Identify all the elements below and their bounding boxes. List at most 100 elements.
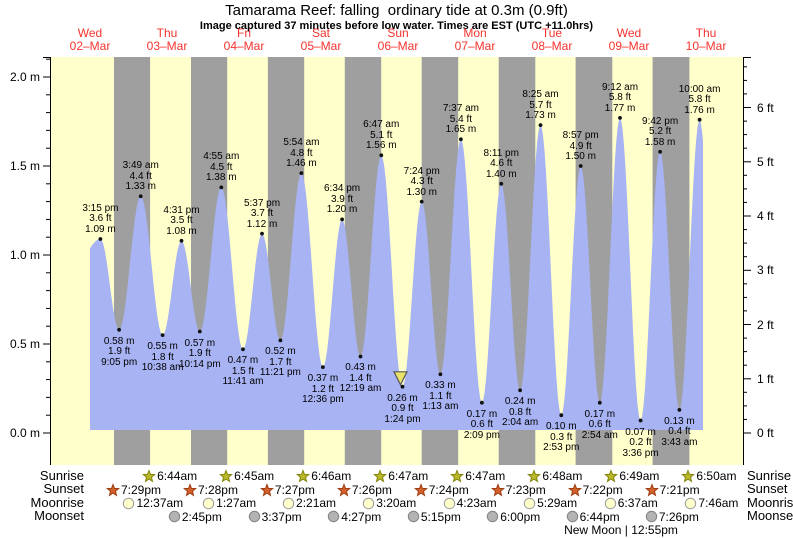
sunset-row-header-right: Sunset [747, 481, 788, 496]
sunset-star [182, 482, 197, 497]
sunrise-time: 6:45am [234, 469, 275, 483]
day-date: 09–Mar [608, 39, 650, 53]
y-axis-label-ft: 6 ft [757, 100, 774, 115]
sunrise-time: 6:47am [465, 469, 506, 483]
sunrise-event: 6:45am [219, 469, 274, 483]
tide-low-label: 0.10 m 0.3 ft 2:53 pm [543, 421, 580, 454]
day-header: Mon 07–Mar [437, 27, 513, 53]
sunrise-row-header-left: Sunrise [39, 468, 84, 483]
moonset-time: 6:44pm [579, 509, 620, 524]
tide-low-label: 0.17 m 0.6 ft 2:54 am [581, 408, 618, 441]
sunset-event: 7:22pm [567, 482, 623, 497]
sunrise-star [604, 469, 619, 483]
moonset-event: 5:15pm [407, 510, 461, 524]
moonset-time: 5:15pm [420, 509, 461, 524]
day-header: Thu 10–Mar [668, 27, 744, 53]
sunset-time: 7:23pm [505, 482, 546, 497]
moonset-circle [168, 510, 181, 523]
moonrise-circle [604, 497, 616, 509]
moonset-time: 7:26pm [658, 509, 699, 524]
day-header: Fri 04–Mar [206, 27, 282, 53]
moonrise-event: 12:37am [122, 496, 183, 510]
sunset-star [644, 482, 659, 497]
moonrise-circle [362, 497, 375, 509]
tide-low-label: 0.57 m 1.9 ft 10:14 pm [178, 337, 221, 370]
tide-high-label: 7:24 pm 4.3 ft 1.30 m [403, 165, 440, 198]
y-axis-label-m: 1.0 m [9, 248, 40, 262]
moonset-circle [487, 510, 499, 523]
sunset-time: 7:27pm [274, 482, 315, 497]
tide-low-label: 0.13 m 0.4 ft 3:43 am [661, 415, 698, 448]
moonset-event: 4:27pm [327, 510, 381, 524]
sunrise-star [296, 469, 311, 483]
moonrise-event: 3:20am [362, 496, 416, 510]
day-header: Tue 08–Mar [514, 27, 590, 53]
sunrise-time: 6:46am [311, 469, 352, 483]
sunrise-time: 6:48am [542, 469, 583, 483]
tide-high-label: 8:11 pm 4.6 ft 1.40 m [483, 147, 519, 180]
moonset-event: 2:45pm [168, 510, 222, 524]
moonrise-event: 6:37am [604, 496, 658, 510]
moonset-time: 3:37pm [261, 509, 302, 524]
sunrise-event: 6:46am [296, 469, 351, 483]
sunset-star [259, 482, 274, 497]
sunset-time: 7:29pm [121, 482, 162, 497]
day-date: 05–Mar [300, 39, 342, 53]
moonset-circle [407, 510, 420, 523]
moonrise-time: 4:23am [456, 496, 497, 510]
tide-low-label: 0.17 m 0.6 ft 2:09 pm [463, 408, 500, 441]
day-date: 10–Mar [685, 39, 727, 53]
sunrise-time: 6:44am [157, 469, 198, 483]
tide-low-label: 0.07 m 0.2 ft 3:36 pm [622, 426, 659, 459]
moonset-row-header-right: Moonset [747, 508, 793, 523]
sunset-star [567, 482, 582, 497]
day-weekday: Mon [463, 26, 487, 40]
tide-high-label: 4:31 pm 3.5 ft 1.08 m [163, 204, 200, 237]
day-date: 02–Mar [69, 39, 111, 53]
moonset-circle [328, 510, 340, 523]
day-date: 06–Mar [377, 39, 419, 53]
moonrise-circle [282, 497, 295, 509]
tide-high-label: 4:55 am 4.5 ft 1.38 m [203, 151, 240, 184]
tide-high-label: 6:47 am 5.1 ft 1.56 m [363, 119, 400, 152]
tide-low-label: 0.37 m 1.2 ft 12:36 pm [302, 373, 344, 406]
tide-low-label: 0.58 m 1.9 ft 9:05 pm [101, 335, 138, 368]
moonrise-circle [685, 497, 697, 509]
moonrise-circle [123, 497, 135, 509]
day-header: Sun 06–Mar [360, 27, 436, 53]
sunrise-event: 6:47am [450, 469, 505, 483]
tide-high-label: 5:54 am 4.8 ft 1.46 m [283, 137, 320, 170]
tide-chart-plot-area [51, 57, 743, 465]
moonset-event: 7:26pm [645, 510, 699, 524]
moonrise-circle [523, 497, 536, 509]
sunset-event: 7:28pm [182, 482, 238, 497]
moonset-time: 6:00pm [500, 509, 541, 524]
day-header: Wed 09–Mar [591, 27, 667, 53]
page-title: Tamarama Reef: falling ordinary tide at … [225, 2, 568, 19]
moonrise-event: 2:21am [282, 496, 336, 510]
sunset-event: 7:23pm [490, 482, 546, 497]
tide-high-label: 5:37 pm 3.7 ft 1.12 m [243, 197, 281, 230]
tide-low-label: 0.43 m 1.4 ft 12:19 am [339, 362, 382, 395]
sunset-event: 7:26pm [336, 483, 392, 497]
chart-subtitle: Image captured 37 minutes before low wat… [199, 20, 594, 32]
y-axis-label-ft: 3 ft [757, 263, 774, 278]
sunrise-event: 6:47am [373, 469, 428, 483]
sunset-time: 7:21pm [659, 482, 700, 497]
moonrise-event: 4:23am [443, 496, 497, 510]
moonrise-circle [443, 497, 455, 509]
day-weekday: Sat [311, 26, 330, 40]
tide-high-label: 10:00 am 5.8 ft 1.76 m [678, 83, 721, 116]
moonrise-event: 5:29am [523, 496, 577, 510]
sunset-event: 7:27pm [259, 482, 315, 497]
sunset-star [490, 482, 505, 497]
sunrise-event: 6:48am [527, 469, 582, 483]
sunrise-event: 6:50am [681, 469, 736, 483]
sunrise-star [142, 469, 157, 483]
moonrise-time: 3:20am [376, 496, 417, 510]
sunrise-row-header-right: Sunrise [747, 468, 792, 483]
tide-high-label: 6:34 pm 3.9 ft 1.20 m [323, 183, 361, 216]
tide-low-label: 0.33 m 1.1 ft 1:13 am [422, 380, 459, 413]
sunrise-time: 6:49am [619, 469, 660, 483]
